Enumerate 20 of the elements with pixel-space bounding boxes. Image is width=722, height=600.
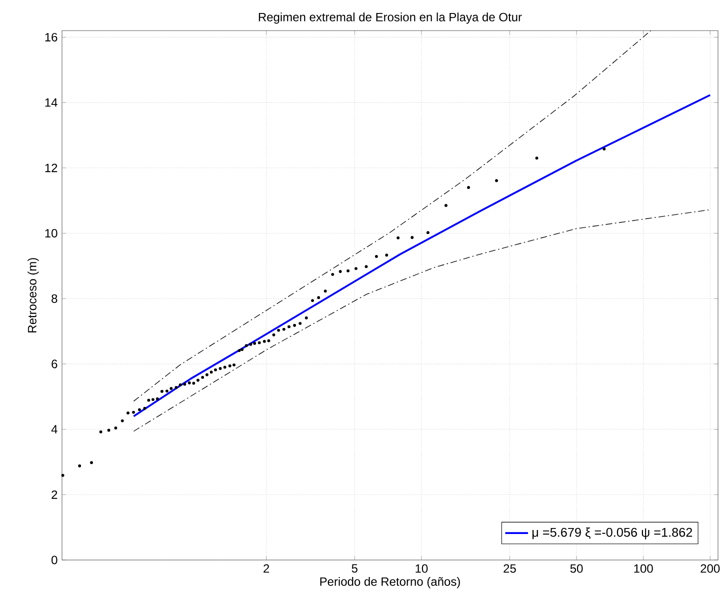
x-tick-label: 100 (634, 564, 653, 573)
chart-title: Regimen extremal de Erosion en la Playa de Otur (258, 12, 522, 24)
x-tick-label: 50 (570, 564, 583, 573)
x-axis-title: Periodo de Retorno (años) (320, 577, 460, 588)
x-tick-label: 25 (504, 564, 516, 573)
y-tick-label: 12 (45, 164, 58, 172)
y-tick-label: 14 (45, 98, 58, 107)
y-tick-label: 16 (45, 32, 58, 42)
y-axis-title: Retroceso (m) (28, 258, 39, 332)
y-tick-label: 8 (52, 294, 58, 303)
x-tick-label: 10 (416, 564, 428, 573)
x-tick-label: 200 (700, 564, 720, 573)
y-tick-label: 4 (51, 425, 58, 434)
y-tick-label: 6 (52, 360, 58, 368)
y-tick-label: 2 (52, 490, 58, 499)
x-tick-label: 5 (352, 564, 358, 573)
y-tick-label: 0 (52, 556, 58, 564)
x-tick-label: 2 (264, 564, 270, 573)
legend-label: μ =5.679 ξ =-0.056 ψ =1.862 (532, 528, 692, 540)
y-tick-label: 10 (45, 228, 58, 238)
